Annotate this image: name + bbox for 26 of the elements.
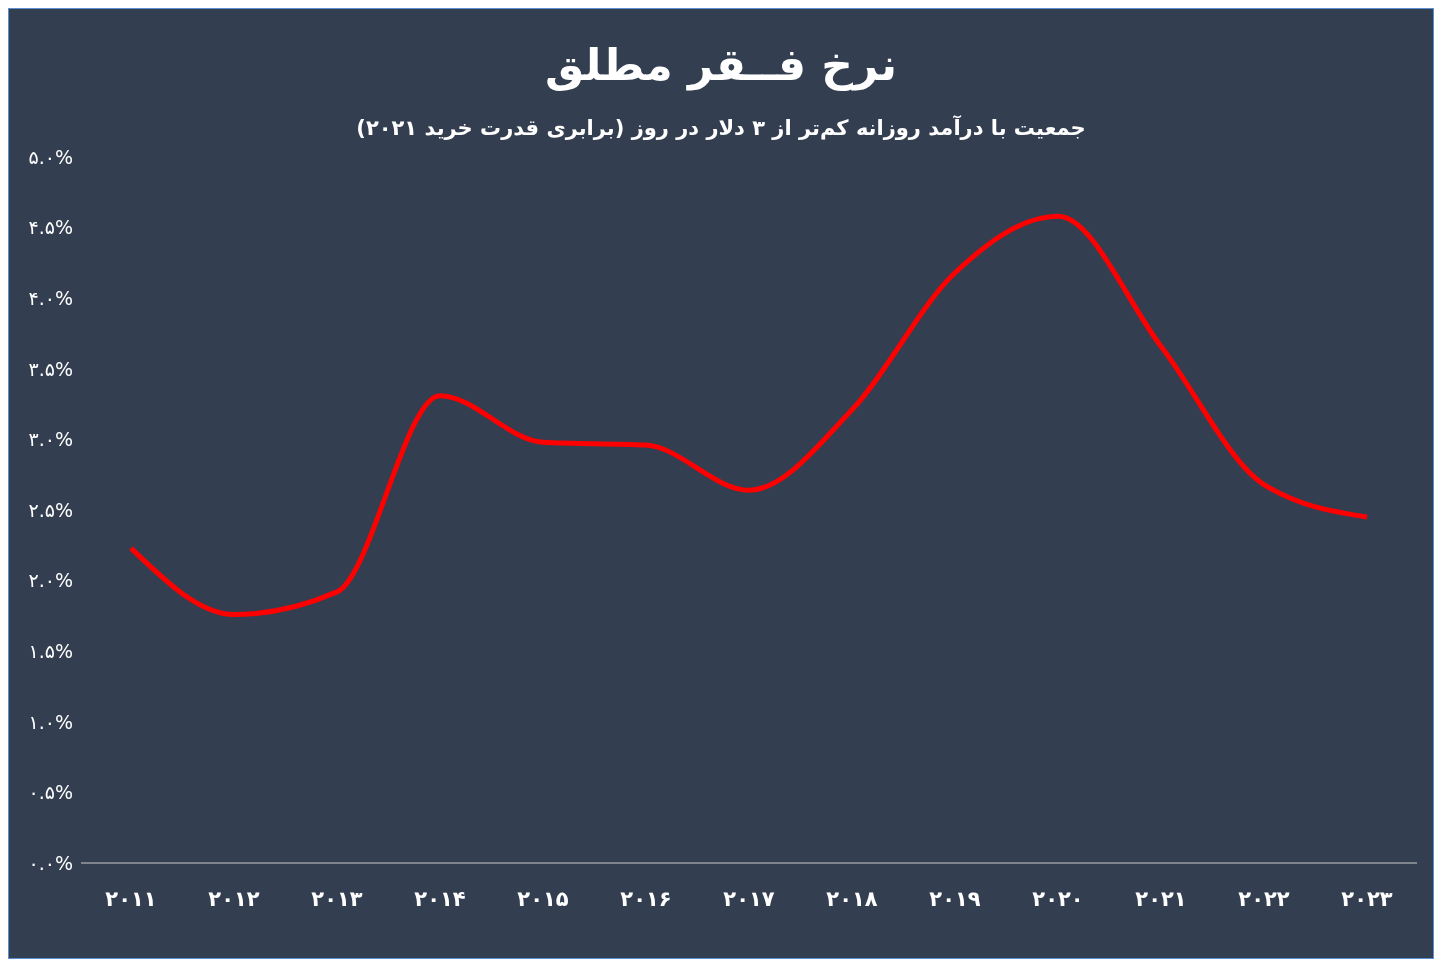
x-tick-label: ۲۰۱۷ [723,886,775,911]
x-tick-label: ۲۰۱۸ [826,886,878,911]
x-tick-label: ۲۰۱۵ [517,886,569,911]
x-tick-label: ۲۰۱۳ [311,886,363,911]
chart-title: نرخ فــقر مطلق [544,38,898,93]
y-tick-label: ۳.۵% [28,357,73,380]
y-tick-label: ۱.۵% [28,639,73,662]
y-tick-label: ۲.۵% [28,498,73,521]
x-tick-label: ۲۰۲۱ [1135,886,1187,911]
y-tick-label: ۴.۰% [28,286,73,309]
x-tick-label: ۲۰۱۹ [929,886,981,911]
y-tick-label: ۰.۰% [28,851,73,874]
x-tick-label: ۲۰۲۲ [1238,886,1290,911]
y-tick-label: ۰.۵% [28,781,73,804]
y-tick-label: ۱.۰% [28,710,73,733]
x-tick-label: ۲۰۲۳ [1341,886,1393,911]
x-tick-label: ۲۰۱۱ [105,886,157,911]
y-tick-label: ۴.۵% [28,216,73,239]
x-tick-label: ۲۰۱۲ [208,886,260,911]
y-tick-label: ۵.۰% [28,145,73,168]
x-tick-label: ۲۰۱۴ [414,886,466,911]
y-tick-label: ۲.۰% [28,569,73,592]
chart-subtitle: جمعیت با درآمد روزانه کم‌تر از ۳ دلار در روز (برابری قدرت خرید ۲۰۲۱) [355,114,1087,142]
x-tick-label: ۲۰۱۶ [620,886,672,911]
y-tick-label: ۳.۰% [28,428,73,451]
x-tick-label: ۲۰۲۰ [1032,886,1084,911]
